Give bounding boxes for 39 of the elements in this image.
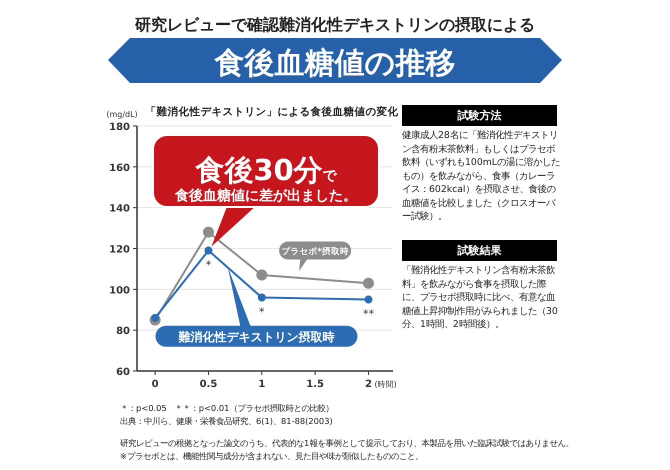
text: 健康成人28名に「難消化性デキストリン含有粉末茶飲料」もしくはプラセボ飲料（いずれも100mLの湯に溶かしたもの）を飲みながら、食事（カレーライス：602kcal）を摂取させ、食後の血糖値を比較しました（クロスオーバー試験）。 <box>402 129 560 224</box>
y-tick-label: 80 <box>116 326 130 338</box>
text: ※プラセボとは、機能性関与成分が含まれない、見た目や味が類似したもののこと。 <box>120 450 423 462</box>
x-tick-label: 1 <box>258 379 266 390</box>
annotation: * <box>259 306 266 318</box>
point <box>256 270 268 281</box>
point <box>204 246 212 255</box>
point <box>364 296 372 304</box>
annotation: ** <box>362 308 374 321</box>
annotation: 食後血糖値に差が出ました。 <box>174 187 357 204</box>
source-note: 出典：中川ら、健康・栄養食品研究、6(1)、81-88(2003) <box>120 415 333 427</box>
y-tick-label: 140 <box>109 204 130 215</box>
y-tick-label: 60 <box>116 367 130 378</box>
x-tick-label: 2 <box>364 379 372 390</box>
annotation: * <box>206 258 212 272</box>
y-tick-label: 100 <box>109 285 130 296</box>
x-tick-label: 0.5 <box>200 379 218 390</box>
y-tick-label: 120 <box>109 244 130 256</box>
point <box>362 278 374 289</box>
point <box>258 294 266 302</box>
text: ＊：p<0.05 ＊＊：p<0.01（プラセボ摂取時との比較） <box>120 402 334 414</box>
point <box>202 226 214 238</box>
text: 試験方法 <box>402 105 557 126</box>
chart-title: 食後血糖値の推移 <box>214 46 456 81</box>
y-axis-title: (mg/dL) <box>106 110 138 119</box>
x-axis-title: (時間) <box>374 380 397 389</box>
annotation: 食後30分で <box>194 153 338 187</box>
text: 研究レビューの根拠となった論文のうち、代表的な1報を事例として提示しており、本製品を用いた臨床試験ではありません。 <box>120 437 574 449</box>
text: 「難消化性デキストリン含有粉末茶飲料」を飲みながら食事を摂取した際に、プラセボ摂取時に比べ、有意な血糖値上昇抑制作用がみられました（30分、1時間、2時間後）。 <box>402 264 559 332</box>
text: 試験結果 <box>402 240 557 261</box>
text: 「難消化性デキストリン」による食後血糖値の変化 <box>146 105 400 118</box>
chart-subtitle: 研究レビューで確認難消化性デキストリンの摂取による <box>134 15 535 34</box>
y-tick-label: 180 <box>109 122 130 133</box>
series-label: 難消化性デキストリン摂取時 <box>177 330 334 344</box>
text: プラセボ*摂取時 <box>281 246 349 257</box>
point <box>151 314 160 322</box>
y-tick-label: 160 <box>109 162 130 174</box>
x-tick-label: 0 <box>152 379 159 390</box>
x-tick-label: 1.5 <box>306 379 324 390</box>
